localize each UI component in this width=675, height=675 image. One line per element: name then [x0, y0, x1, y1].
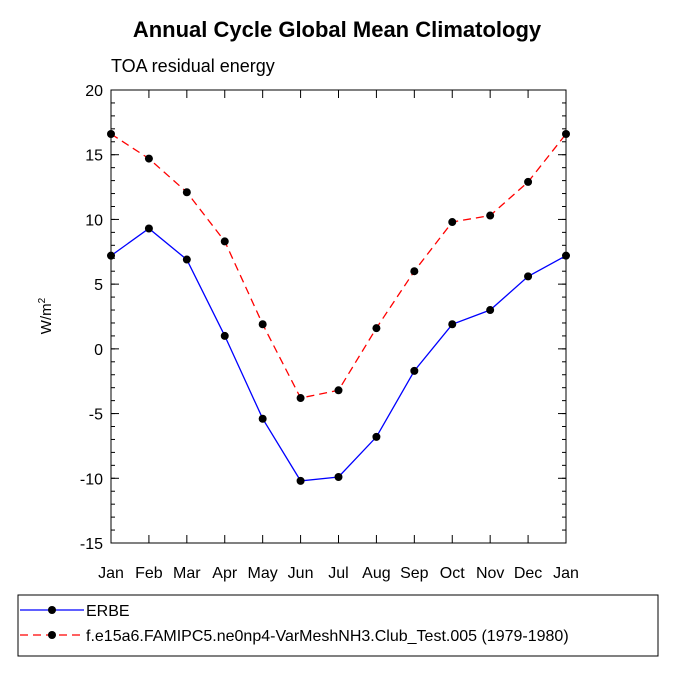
legend-frame — [17, 594, 659, 657]
plot-frame — [110, 89, 567, 544]
data-point-1 — [334, 386, 343, 395]
data-point-0 — [486, 306, 495, 315]
y-tick-label: 20 — [85, 83, 103, 100]
y-tick-label: 15 — [85, 148, 103, 165]
x-tick-label: Aug — [362, 565, 390, 582]
series-line-0 — [110, 227, 567, 482]
legend-marker-0 — [48, 606, 56, 614]
legend-label-1: f.e15a6.FAMIPC5.ne0np4-VarMeshNH3.Club_T… — [86, 628, 569, 645]
chart-title: Annual Cycle Global Mean Climatology — [133, 17, 542, 42]
chart-subtitle: TOA residual energy — [111, 56, 275, 76]
x-tick-label: Apr — [212, 565, 238, 582]
data-point-1 — [486, 211, 495, 220]
data-point-0 — [448, 320, 457, 329]
y-tick-label: -15 — [80, 536, 103, 553]
data-point-0 — [258, 414, 267, 423]
data-point-1 — [524, 177, 533, 186]
legend-marker-1 — [48, 631, 56, 639]
data-point-1 — [372, 324, 381, 333]
data-point-1 — [410, 267, 419, 276]
x-tick-label: Jul — [328, 565, 348, 582]
x-tick-label: Oct — [440, 565, 465, 582]
series-line-1 — [110, 133, 567, 399]
data-point-0 — [334, 472, 343, 481]
x-tick-label: Dec — [514, 565, 542, 582]
data-point-1 — [296, 394, 305, 403]
y-tick-label: 0 — [94, 342, 103, 359]
data-point-0 — [410, 366, 419, 375]
y-axis-label: W/m2 — [37, 297, 55, 334]
data-point-0 — [296, 476, 305, 485]
x-tick-label: Mar — [173, 565, 201, 582]
data-point-0 — [220, 331, 229, 340]
y-tick-label: 10 — [85, 212, 103, 229]
data-point-1 — [258, 320, 267, 329]
data-point-0 — [144, 224, 153, 233]
x-tick-label: Feb — [135, 565, 163, 582]
data-point-1 — [448, 218, 457, 227]
data-point-1 — [220, 237, 229, 246]
x-tick-label: Jan — [553, 565, 579, 582]
x-tick-label: May — [248, 565, 278, 582]
data-point-0 — [524, 272, 533, 281]
x-tick-label: Nov — [476, 565, 504, 582]
x-tick-label: Jan — [98, 565, 124, 582]
y-tick-label: -5 — [89, 407, 103, 424]
legend-label-0: ERBE — [86, 603, 130, 620]
data-point-0 — [182, 255, 191, 264]
data-point-1 — [182, 188, 191, 197]
y-tick-label: -10 — [80, 471, 103, 488]
legend: ERBE f.e15a6.FAMIPC5.ne0np4-VarMeshNH3.Cl… — [17, 594, 659, 657]
x-tick-label: Jun — [288, 565, 314, 582]
data-point-1 — [144, 154, 153, 163]
y-tick-label: 5 — [94, 277, 103, 294]
data-point-0 — [372, 432, 381, 441]
x-tick-label: Sep — [400, 565, 429, 582]
